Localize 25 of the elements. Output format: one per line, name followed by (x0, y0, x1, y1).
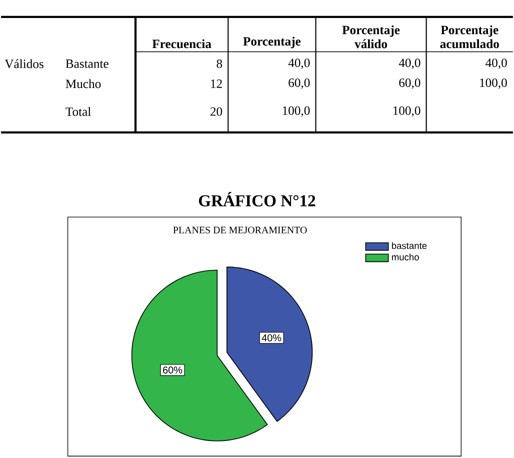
text: 40,0 (288, 58, 310, 69)
data-label: 40% (262, 334, 282, 342)
text: Mucho (66, 79, 101, 88)
chart-subtitle: PLANES DE MEJORAMIENTO (173, 226, 307, 234)
text: 60,0 (288, 78, 310, 89)
text: Porcentaje válido (342, 25, 400, 48)
text: 8 (216, 59, 222, 68)
text: Porcentaje (243, 36, 301, 48)
text: 40,0 (398, 58, 420, 69)
legend-label: mucho (392, 254, 419, 260)
text: Bastante (66, 59, 108, 68)
text: Total (66, 107, 91, 116)
text: 100,0 (393, 106, 420, 117)
legend-label: bastante (392, 242, 427, 249)
text: Frecuencia (152, 39, 212, 48)
text: 12 (211, 79, 222, 88)
text: 100,0 (480, 78, 507, 89)
text: Porcentaje acumulado (440, 25, 499, 48)
text: Válidos (4, 59, 44, 68)
data-label: 60% (163, 366, 182, 374)
chart-title: GRÁFICO N°12 (198, 192, 316, 206)
text: 40,0 (486, 58, 507, 69)
text: 100,0 (282, 106, 310, 117)
text: 20 (210, 107, 222, 116)
text: 60,0 (399, 78, 420, 89)
